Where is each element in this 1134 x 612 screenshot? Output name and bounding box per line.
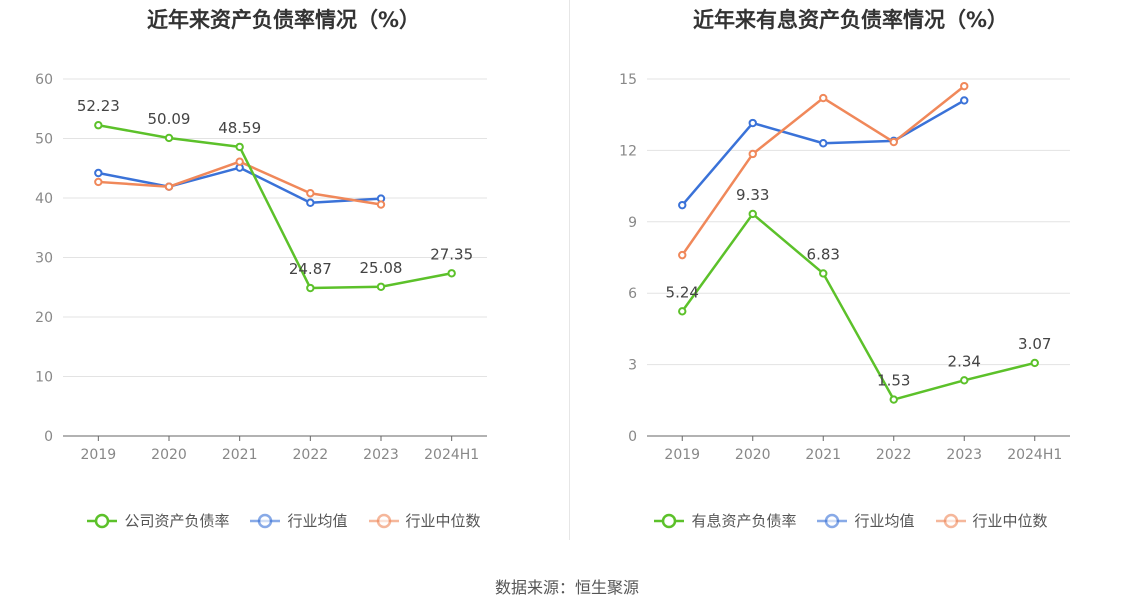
data-label: 25.08 bbox=[360, 259, 403, 277]
y-tick-label: 15 bbox=[619, 72, 637, 88]
data-label: 48.59 bbox=[218, 119, 261, 137]
data-point bbox=[678, 250, 687, 260]
right-chart-title: 近年来有息资产负债率情况（%） bbox=[692, 8, 1009, 32]
data-point bbox=[678, 200, 687, 210]
legend-label: 行业中位数 bbox=[972, 512, 1048, 530]
data-point bbox=[306, 283, 315, 293]
data-point bbox=[376, 200, 386, 209]
y-tick-label: 20 bbox=[35, 310, 53, 326]
series-line bbox=[681, 85, 966, 256]
data-point bbox=[819, 269, 828, 278]
x-tick-label: 2023 bbox=[946, 447, 982, 463]
legend-item[interactable]: 行业均值 bbox=[816, 510, 915, 531]
series-line bbox=[681, 99, 965, 206]
data-point bbox=[376, 282, 386, 291]
data-source-note: 数据来源：恒生聚源 bbox=[494, 578, 639, 597]
y-tick-label: 3 bbox=[628, 358, 637, 374]
data-point bbox=[94, 168, 103, 178]
legend-item[interactable]: 行业中位数 bbox=[935, 510, 1048, 531]
x-tick-label: 2022 bbox=[876, 447, 912, 463]
legend-label: 有息资产负债率 bbox=[691, 512, 797, 530]
data-point bbox=[748, 209, 757, 219]
data-point bbox=[1030, 358, 1039, 368]
y-tick-label: 30 bbox=[35, 251, 53, 267]
y-tick-label: 9 bbox=[628, 215, 637, 231]
legend-swatch-icon bbox=[654, 513, 685, 528]
data-point bbox=[748, 118, 757, 128]
legend-label: 行业中位数 bbox=[405, 512, 481, 530]
legend-swatch-icon bbox=[935, 513, 966, 528]
data-point bbox=[235, 157, 244, 166]
left-chart-panel: 近年来资产负债率情况（%） 0 10 20 30 40 50 60 2019 2020 2021 2… bbox=[0, 0, 567, 560]
x-tick-label: 2024H1 bbox=[1007, 447, 1062, 463]
data-label: 2.34 bbox=[948, 352, 981, 370]
data-point bbox=[306, 189, 315, 198]
x-tick-label: 2020 bbox=[735, 447, 771, 463]
data-label: 24.87 bbox=[289, 260, 332, 278]
x-tick-label: 2024H1 bbox=[424, 447, 479, 463]
data-point bbox=[819, 93, 828, 103]
data-point bbox=[235, 142, 244, 152]
legend-item[interactable]: 行业中位数 bbox=[368, 510, 481, 531]
data-point bbox=[94, 121, 103, 130]
x-tick-label: 2021 bbox=[805, 447, 841, 463]
left-chart-title: 近年来资产负债率情况（%） bbox=[146, 8, 421, 32]
left-chart-legend: 公司资产负债率 行业均值 行业中位数 bbox=[0, 510, 567, 531]
data-label: 9.33 bbox=[736, 186, 769, 204]
data-point bbox=[960, 376, 969, 385]
data-label: 1.53 bbox=[877, 372, 910, 390]
y-tick-label: 60 bbox=[35, 72, 53, 88]
y-tick-label: 50 bbox=[35, 132, 53, 148]
x-tick-label: 2019 bbox=[664, 447, 700, 463]
legend-item[interactable]: 有息资产负债率 bbox=[653, 510, 796, 531]
legend-label: 行业均值 bbox=[854, 512, 915, 530]
data-point bbox=[306, 198, 315, 207]
right-chart-panel: 近年来有息资产负债率情况（%） 0 3 6 9 12 15 2019 2020 2021 2022… bbox=[567, 0, 1134, 560]
right-chart-legend: 有息资产负债率 行业均值 行业中位数 bbox=[567, 510, 1134, 531]
data-point bbox=[889, 395, 898, 404]
data-point bbox=[889, 137, 898, 147]
legend-item[interactable]: 公司资产负债率 bbox=[86, 510, 229, 531]
y-tick-label: 0 bbox=[44, 429, 53, 445]
right-line-chart: 0 3 6 9 12 15 2019 2020 2021 2022 2023 2024H1 5.24 9.… bbox=[619, 72, 1070, 463]
panel-divider bbox=[569, 0, 570, 540]
y-tick-label: 0 bbox=[628, 429, 637, 445]
data-point bbox=[94, 177, 103, 187]
data-point bbox=[678, 307, 687, 316]
y-tick-label: 10 bbox=[35, 370, 53, 386]
data-point bbox=[748, 149, 757, 159]
legend-swatch-icon bbox=[250, 513, 281, 528]
legend-swatch-icon bbox=[368, 513, 399, 528]
x-tick-label: 2021 bbox=[222, 447, 258, 463]
data-label: 27.35 bbox=[430, 245, 473, 263]
data-point bbox=[819, 139, 828, 148]
y-tick-label: 6 bbox=[628, 286, 637, 302]
x-tick-label: 2020 bbox=[151, 447, 187, 463]
series-line bbox=[98, 124, 452, 290]
legend-label: 行业均值 bbox=[287, 512, 348, 530]
data-label: 52.23 bbox=[77, 97, 120, 115]
data-label: 3.07 bbox=[1018, 335, 1051, 353]
series-line bbox=[681, 212, 1036, 401]
legend-label: 公司资产负债率 bbox=[124, 512, 230, 530]
data-point bbox=[447, 269, 456, 278]
x-tick-label: 2019 bbox=[81, 447, 117, 463]
data-point bbox=[164, 182, 174, 191]
data-label: 50.09 bbox=[148, 110, 191, 128]
left-line-chart: 0 10 20 30 40 50 60 2019 2020 2021 2022 2023 2024H1 5… bbox=[35, 72, 487, 463]
y-tick-label: 12 bbox=[619, 143, 637, 159]
data-point bbox=[960, 96, 969, 105]
legend-item[interactable]: 行业均值 bbox=[249, 510, 348, 531]
data-label: 6.83 bbox=[807, 245, 840, 263]
legend-swatch-icon bbox=[87, 513, 118, 528]
y-tick-label: 40 bbox=[35, 191, 53, 207]
x-tick-label: 2023 bbox=[363, 447, 399, 463]
data-point bbox=[164, 133, 174, 143]
legend-swatch-icon bbox=[817, 513, 848, 528]
data-point bbox=[960, 81, 969, 91]
data-label: 5.24 bbox=[666, 283, 699, 301]
x-tick-label: 2022 bbox=[293, 447, 329, 463]
